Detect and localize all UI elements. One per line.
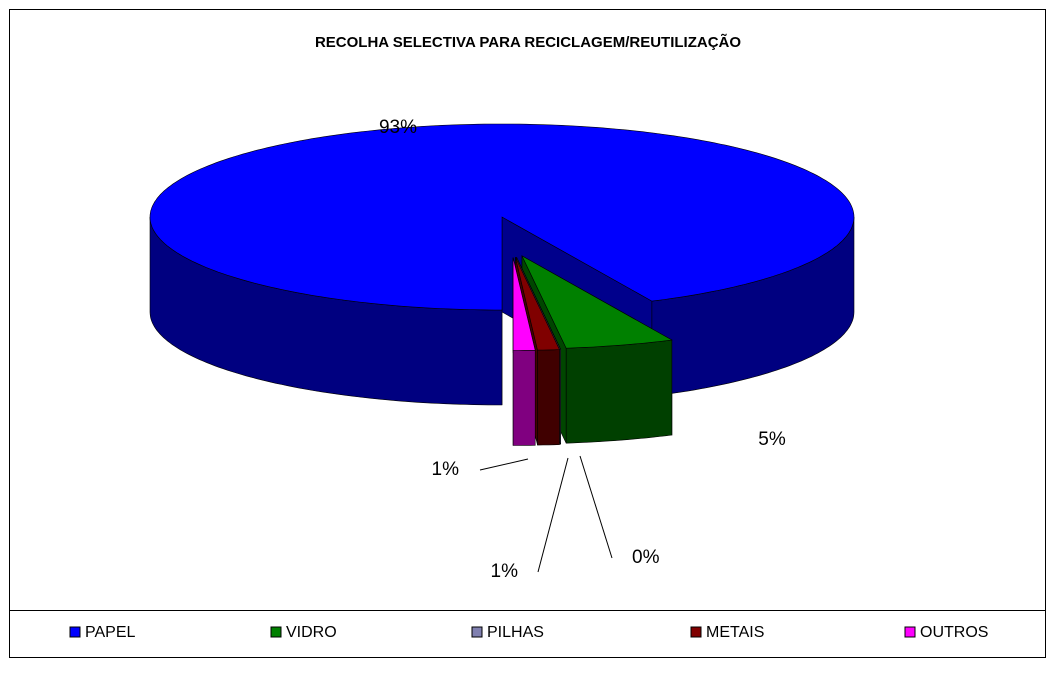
slice-top xyxy=(515,257,560,351)
legend-label: VIDRO xyxy=(286,624,337,641)
leader-line xyxy=(537,457,569,573)
chart-title: RECOLHA SELECTIVA PARA RECICLAGEM/REUTIL… xyxy=(315,33,741,51)
legend-swatch xyxy=(690,626,702,638)
data-label: 93% xyxy=(379,117,417,138)
slice-side xyxy=(565,339,673,444)
data-label: 0% xyxy=(632,547,660,568)
legend-swatch xyxy=(69,626,81,638)
legend-swatch xyxy=(904,626,916,638)
leader-line xyxy=(579,455,613,559)
data-label: 1% xyxy=(432,459,460,480)
data-label: 5% xyxy=(758,429,786,450)
legend-swatch xyxy=(270,626,282,638)
slice-side xyxy=(537,349,560,446)
slice-top xyxy=(149,123,855,311)
slice-top xyxy=(512,257,536,351)
slice-top xyxy=(516,257,561,350)
legend-label: PILHAS xyxy=(487,624,544,641)
leader-line xyxy=(479,458,529,471)
legend-label: METAIS xyxy=(706,624,764,641)
data-label: 1% xyxy=(491,561,519,582)
legend-label: PAPEL xyxy=(85,624,136,641)
legend-label: OUTROS xyxy=(920,624,988,641)
legend-swatch xyxy=(471,626,483,638)
slice-side xyxy=(512,349,536,446)
slice-top xyxy=(521,255,673,349)
